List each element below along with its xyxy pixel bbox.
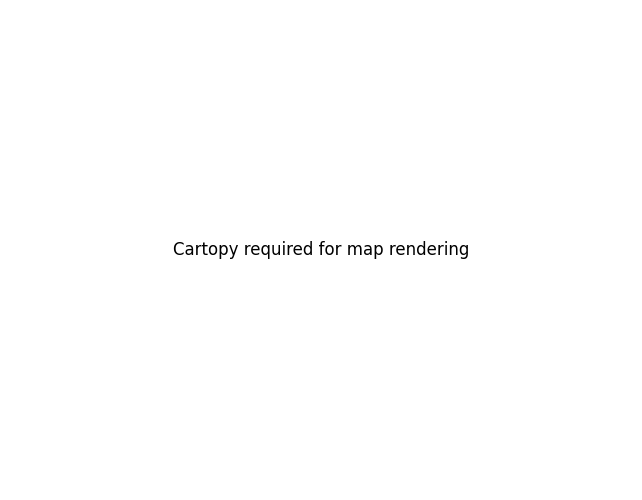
Text: Cartopy required for map rendering: Cartopy required for map rendering bbox=[173, 241, 469, 259]
